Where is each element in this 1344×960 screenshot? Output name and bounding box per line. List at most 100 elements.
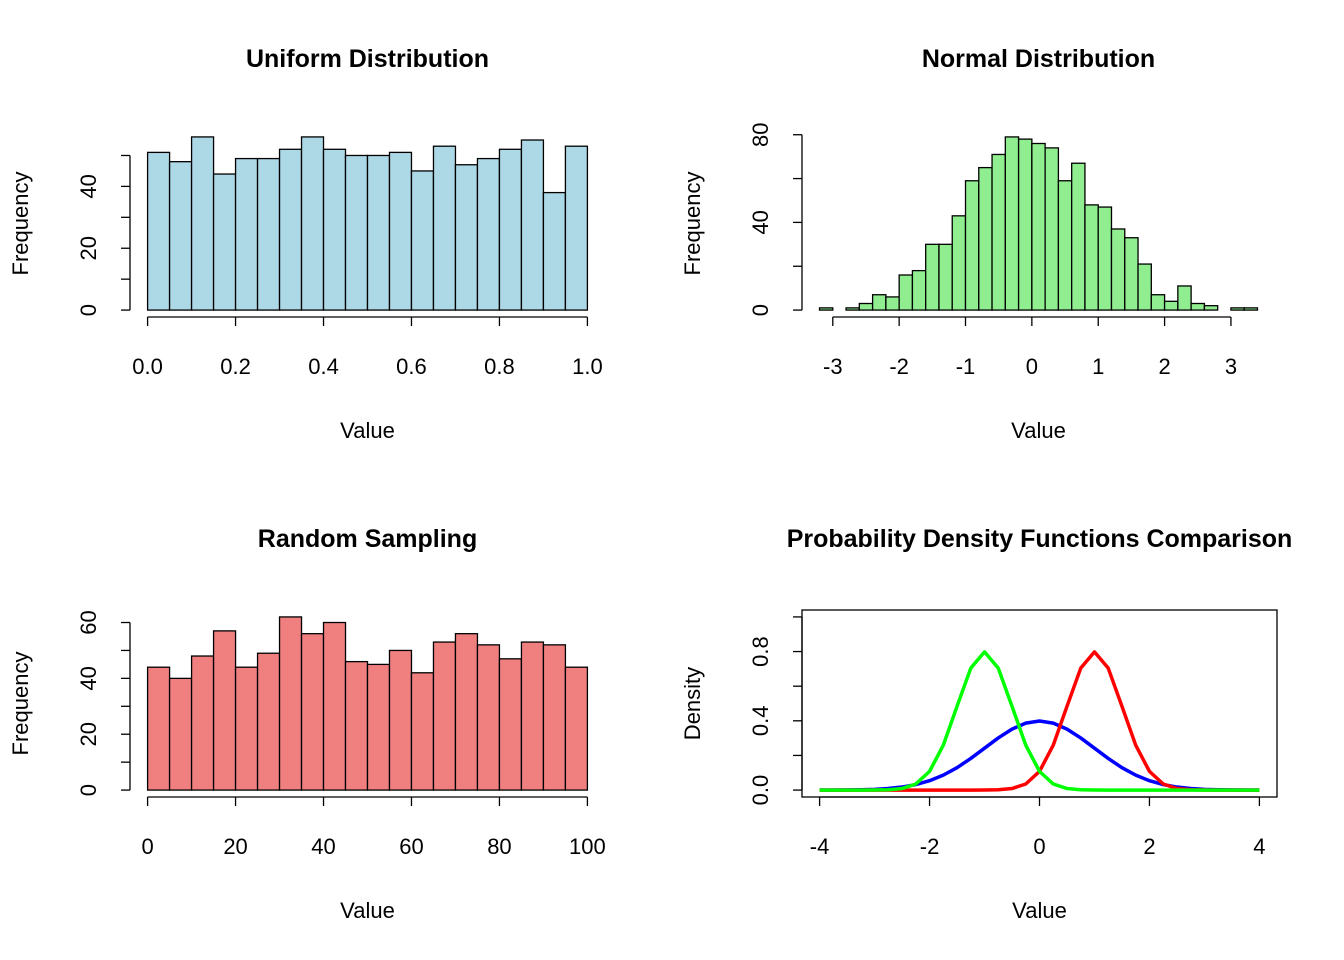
bar — [1057, 180, 1073, 311]
x-tick-label: -2 — [920, 834, 940, 859]
y-tick-label: 40 — [76, 666, 101, 690]
y-tick-label: 0.4 — [748, 706, 773, 737]
bar — [885, 296, 900, 311]
x-axis-label: Value — [340, 898, 395, 923]
x-tick-label: 20 — [223, 834, 247, 859]
bar — [322, 621, 347, 791]
x-tick-label: 0 — [1026, 354, 1038, 379]
chart-title: Uniform Distribution — [246, 45, 489, 73]
x-tick-label: -2 — [889, 354, 909, 379]
bar — [1163, 300, 1179, 311]
bar — [432, 145, 457, 311]
bar — [168, 161, 193, 311]
bar — [1177, 285, 1192, 311]
bar — [344, 660, 369, 791]
bar — [476, 644, 501, 791]
bar — [256, 157, 281, 311]
bar — [911, 269, 927, 311]
bar — [476, 157, 501, 311]
x-tick-label: -4 — [810, 834, 830, 859]
bar — [564, 666, 589, 791]
bar — [234, 157, 259, 311]
bar — [1017, 138, 1033, 311]
bar — [388, 151, 413, 311]
bar — [410, 672, 435, 791]
bar — [938, 243, 953, 311]
bar — [1230, 307, 1245, 311]
y-axis-label: Frequency — [8, 652, 33, 756]
bar — [564, 145, 589, 311]
bar — [212, 630, 237, 791]
bar — [1071, 162, 1086, 311]
bar — [871, 294, 887, 311]
bar — [212, 173, 237, 311]
bar — [366, 663, 391, 791]
bar — [1110, 228, 1126, 311]
bar — [991, 153, 1006, 311]
bar — [234, 666, 259, 791]
y-tick-label: 0 — [748, 304, 773, 316]
bar — [542, 644, 567, 791]
y-axis-label: Density — [680, 667, 705, 740]
bar — [845, 307, 860, 311]
y-tick-label: 0.8 — [748, 636, 773, 667]
chart-title: Normal Distribution — [922, 45, 1155, 73]
x-axis-label: Value — [1012, 898, 1067, 923]
y-tick-label: 40 — [76, 174, 101, 198]
x-tick-label: 3 — [1225, 354, 1237, 379]
x-tick-label: 1.0 — [572, 354, 603, 379]
x-axis-label: Value — [340, 418, 395, 443]
bar — [168, 677, 193, 791]
y-tick-label: 60 — [76, 610, 101, 634]
bar — [1097, 206, 1113, 311]
bar — [1137, 263, 1152, 311]
bar — [300, 136, 325, 311]
bar — [388, 649, 413, 791]
x-tick-label: 4 — [1253, 834, 1265, 859]
bar — [951, 215, 967, 311]
bar — [1124, 237, 1139, 311]
bar — [410, 170, 435, 311]
bar — [454, 164, 479, 311]
bar — [498, 658, 523, 791]
y-axis-label: Frequency — [680, 172, 705, 276]
x-axis-label: Value — [1011, 418, 1066, 443]
x-tick-label: 2 — [1143, 834, 1155, 859]
y-tick-label: 20 — [76, 236, 101, 260]
bar — [520, 641, 545, 791]
bar — [1084, 204, 1099, 311]
bar — [978, 166, 993, 311]
bar — [146, 151, 171, 311]
bar — [432, 641, 457, 791]
bar — [1150, 294, 1166, 311]
bar — [278, 148, 303, 311]
bar — [898, 274, 914, 311]
bar — [146, 666, 171, 791]
bar — [858, 302, 874, 311]
x-tick-label: 100 — [569, 834, 606, 859]
x-tick-label: 2 — [1158, 354, 1170, 379]
chart-title: Random Sampling — [258, 525, 477, 553]
bar — [1004, 136, 1020, 311]
x-tick-label: 40 — [311, 834, 335, 859]
bar — [1243, 307, 1259, 311]
x-tick-label: 0 — [1033, 834, 1045, 859]
bar — [1044, 147, 1060, 311]
x-tick-label: 0.0 — [132, 354, 163, 379]
x-tick-label: 1 — [1092, 354, 1104, 379]
bar — [190, 655, 215, 791]
density-line — [819, 650, 1260, 792]
bar — [300, 633, 325, 791]
bar — [190, 136, 215, 311]
y-tick-label: 0 — [76, 304, 101, 316]
x-tick-label: 0.2 — [220, 354, 251, 379]
y-tick-label: 40 — [748, 210, 773, 234]
bar — [818, 307, 834, 311]
x-tick-label: -3 — [823, 354, 843, 379]
x-tick-label: -1 — [956, 354, 976, 379]
bar — [366, 154, 391, 311]
chart-title: Probability Density Functions Comparison — [787, 525, 1293, 553]
bar — [278, 616, 303, 791]
